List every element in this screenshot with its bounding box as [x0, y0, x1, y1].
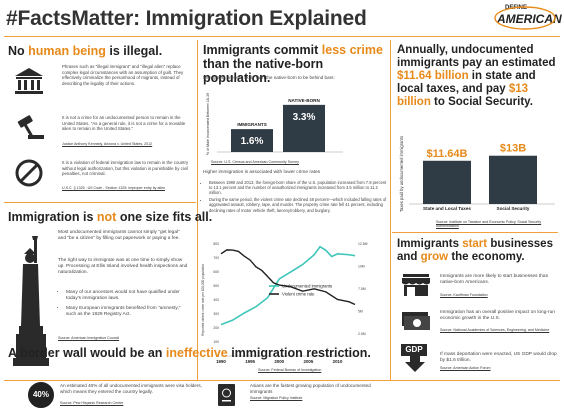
- business-item-2: Immigration has an overall positive impa…: [440, 310, 555, 321]
- legend-label: Undocumented immigrants: [282, 283, 332, 288]
- crime-intro: Immigrants are less likely than the nati…: [203, 75, 335, 80]
- incarceration-bar-value: 1.6%: [241, 136, 264, 147]
- badge-value: 40%: [32, 390, 49, 399]
- crime-source[interactable]: Source: U.S. Census and American Communi…: [211, 160, 299, 164]
- logo-swoosh-icon: [494, 6, 556, 30]
- business-title: Immigrants start businesses and grow the…: [397, 238, 553, 263]
- line-chart-yleft-tick: 600: [213, 270, 219, 274]
- onesize-bullet: Many European immigrants benefited from …: [66, 306, 188, 318]
- tax-bar-label: State and Local Taxes: [423, 206, 471, 211]
- line-chart-yleft-tick: 300: [213, 312, 219, 316]
- business-item-2-source[interactable]: Source: National Academies of Sciences, …: [440, 328, 550, 332]
- line-chart-yleft-tick: 700: [213, 256, 219, 260]
- line-series-undocumented: [220, 245, 356, 326]
- tax-bar-value: $13B: [500, 143, 526, 155]
- taxes-source[interactable]: Source: Institute on Taxation and Econom…: [436, 220, 542, 228]
- down-arrow-icon: [405, 356, 425, 372]
- wall-p1: An estimated 40% of all undocumented imm…: [60, 383, 202, 394]
- forty-percent-badge: 40%: [28, 382, 54, 408]
- tax-bar: [489, 155, 537, 204]
- crime-bullet: Between 1990 and 2013, the foreign-born …: [209, 180, 387, 195]
- legend-label: Violent crime rate: [282, 291, 315, 296]
- line-chart-ylabel: Reported violent crime rate per 100,000 …: [201, 264, 205, 336]
- line-chart-yleft-tick: 0: [217, 354, 219, 358]
- onesize-p2: The right way to immigrate was at one ti…: [58, 258, 188, 275]
- line-chart-yleft-tick: 400: [213, 298, 219, 302]
- onesize-p1: Most undocumented immigrants cannot simp…: [58, 230, 180, 241]
- crime-bullets: Between 1990 and 2013, the foreign-born …: [209, 180, 387, 213]
- crime-title: Immigrants commit less crime than the na…: [203, 43, 383, 85]
- onesize-bullet: Many of our ancestors would not have qua…: [66, 290, 188, 302]
- storefront-icon: [402, 274, 430, 296]
- define-american-logo: DEFINE AMERICAN: [487, 3, 562, 31]
- line-chart-yleft-tick: 100: [213, 340, 219, 344]
- logo-bottom: AMERICAN: [497, 12, 562, 26]
- illegal-p3-source[interactable]: U.S.C. § 1325 ; US Code - Section 1325: …: [62, 186, 166, 190]
- wall-p2-source[interactable]: Source: Migration Policy Institute: [250, 396, 303, 400]
- tax-bar-label: Social Security: [497, 206, 530, 211]
- bar-chart-ylabel: % of Male Incarcerated Between 18-39: [206, 93, 210, 155]
- incarceration-bar: [231, 129, 273, 152]
- gdp-icon: GDP: [401, 344, 429, 372]
- wall-p2: Asians are the fastest growing populatio…: [250, 383, 371, 394]
- line-chart-yright-tick: 5M: [358, 309, 363, 313]
- illegal-p3: It is a violation of federal immigration…: [62, 160, 189, 176]
- tax-bar-value: $11.64B: [427, 148, 468, 160]
- onesize-source[interactable]: Source: American Immigration Council: [58, 336, 120, 340]
- illegal-title: No human being is illegal.: [8, 44, 163, 58]
- illegal-p1: Phrases such as "illegal immigrant" and …: [62, 64, 184, 86]
- line-chart-yleft-tick: 500: [213, 284, 219, 288]
- gavel-icon: [17, 115, 44, 139]
- no-sign-icon: [15, 159, 43, 187]
- illegal-p2-source[interactable]: Justice Anthony Kennedy, Arizona v. Unit…: [62, 142, 153, 146]
- line-chart-yright-tick: 2.5M: [358, 332, 366, 336]
- line-chart-source[interactable]: Source: Federal Bureau of Investigation: [258, 368, 322, 372]
- tax-bar-chart: Taxes paid by undocumented immigrants $11…: [399, 136, 555, 212]
- tax-bar: [423, 160, 471, 204]
- line-chart-xtick: 2010: [333, 359, 343, 364]
- line-chart-xtick: 2000: [274, 359, 284, 364]
- incarceration-bar-label: NATIVE-BORN: [288, 98, 320, 103]
- statue-of-liberty-icon: [13, 236, 49, 366]
- line-chart-xtick: 2005: [304, 359, 314, 364]
- illegal-p2: It is not a crime for an undocumented pe…: [62, 115, 186, 131]
- onesize-title: Immigration is not one size fits all.: [8, 210, 213, 224]
- crime-bullet: During the same period, the violent crim…: [209, 197, 387, 212]
- business-item-3: If mass deportation were enacted, US GDP…: [440, 352, 557, 363]
- page-title: #FactsMatter: Immigration Explained: [6, 7, 367, 30]
- line-series-violent-crime: [220, 249, 356, 306]
- line-chart-xtick: 1990: [216, 359, 226, 364]
- incarceration-bar: [283, 104, 325, 152]
- taxes-title: Annually, undocumented immigrants pay an…: [397, 44, 556, 108]
- business-item-1-source[interactable]: Source: Kauffman Foundation: [440, 293, 488, 297]
- money-stack-icon: [402, 312, 430, 330]
- onesize-bullets: Many of our ancestors would not have qua…: [66, 290, 188, 318]
- incarceration-bar-value: 3.3%: [293, 112, 316, 123]
- incarceration-bar-chart: % of Male Incarcerated Between 18-39 IMMI…: [206, 93, 343, 155]
- line-chart-xtick: 1995: [245, 359, 255, 364]
- line-chart-yleft-tick: 200: [213, 326, 219, 330]
- passport-icon: [218, 384, 235, 406]
- line-chart-yright-tick: 12.5M: [358, 242, 368, 246]
- courthouse-icon: [15, 68, 43, 94]
- line-chart-yright-tick: 7.5M: [358, 287, 366, 291]
- crime-lead: Higher immigration is associated with lo…: [203, 170, 321, 175]
- gdp-icon-label: GDP: [401, 344, 427, 356]
- tax-chart-ylabel: Taxes paid by undocumented immigrants: [399, 136, 404, 212]
- wall-title: A border wall would be an ineffective im…: [8, 346, 371, 360]
- wall-p1-source[interactable]: Source: Pew Hispanic Research Center: [60, 401, 124, 405]
- business-item-1: Immigrants are more likely to start busi…: [440, 274, 549, 285]
- line-chart-yright-tick: 10M: [358, 265, 365, 269]
- line-chart-yleft-tick: 800: [213, 242, 219, 246]
- incarceration-bar-label: IMMIGRANTS: [237, 122, 267, 127]
- crime-immigration-line-chart: Reported violent crime rate per 100,000 …: [201, 242, 368, 364]
- business-item-3-source[interactable]: Source: American Action Forum: [440, 366, 491, 370]
